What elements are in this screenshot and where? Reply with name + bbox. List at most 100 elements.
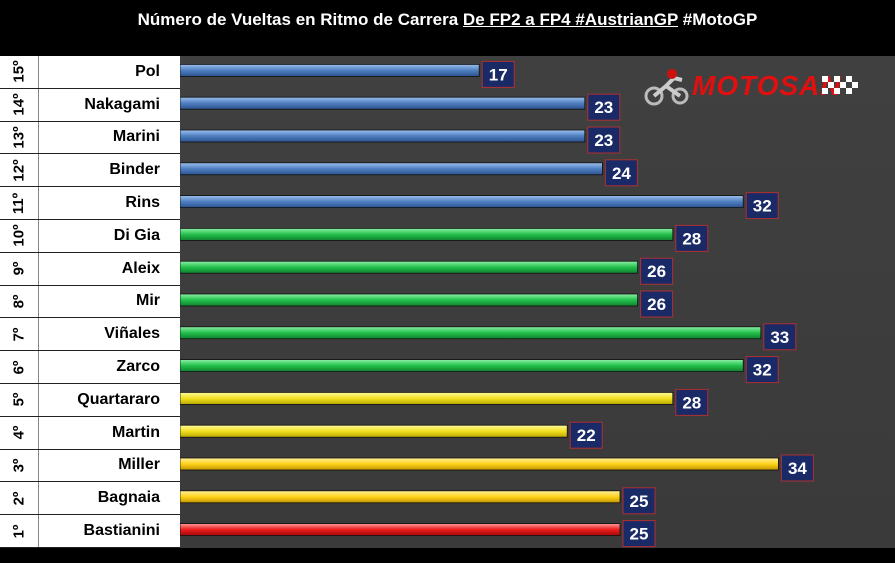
value-label: 34	[788, 459, 807, 478]
position-text: 6º	[10, 360, 28, 374]
motorcycle-rider-icon	[644, 69, 689, 106]
position-text: 3º	[10, 458, 28, 473]
value-label: 32	[753, 361, 772, 380]
bar	[179, 523, 621, 537]
value-label: 28	[682, 229, 701, 248]
value-label-box	[622, 487, 656, 515]
bar	[179, 293, 639, 307]
value-label-box	[604, 159, 638, 187]
bar-chart: 17 23 23 24 32 28 26 26 33 32 28 22 34 25 25	[179, 60, 814, 548]
rider-name: Miller	[118, 456, 160, 474]
rider-row: 9º Aleix	[0, 252, 180, 286]
value-label: 28	[682, 393, 701, 412]
rider-name: Mir	[136, 292, 160, 310]
rider-name: Marini	[112, 128, 160, 146]
bar	[179, 424, 568, 438]
value-label: 32	[753, 197, 772, 216]
position-text: 4º	[10, 425, 28, 440]
bar	[179, 162, 603, 176]
rider-labels: 15º Pol 14º Nakagami 13º Marini 12º Binder 11º Ri…	[0, 56, 180, 548]
value-label-box	[763, 323, 797, 351]
motosan-logo: MOTOSAN	[644, 66, 864, 106]
position-label: 9º	[0, 252, 39, 285]
bar	[179, 490, 621, 504]
value-label-box	[569, 421, 603, 449]
rider-row: 2º Bagnaia	[0, 482, 180, 516]
bar	[179, 359, 744, 373]
checkered-flag-icon	[822, 76, 858, 94]
logo-text: MOTOSAN	[692, 70, 842, 101]
position-text: 9º	[10, 261, 28, 276]
title-underlined: De FP2 a FP4 #AustrianGP	[462, 10, 679, 29]
rider-name: Viñales	[104, 325, 160, 343]
rider-row: 12º Binder	[0, 154, 180, 188]
rider-name: Aleix	[121, 259, 160, 277]
rider-name: Zarco	[116, 358, 160, 376]
position-text: 8º	[10, 294, 28, 309]
rider-name: Pol	[135, 62, 160, 80]
value-label: 33	[770, 328, 789, 347]
rider-name: Bastianini	[83, 522, 160, 540]
value-label: 22	[577, 426, 596, 445]
rider-row: 14º Nakagami	[0, 88, 180, 122]
position-label: 5º	[0, 384, 39, 416]
position-text: 10º	[10, 224, 28, 247]
position-text: 2º	[10, 491, 28, 506]
bar	[179, 195, 744, 209]
position-label: 7º	[0, 318, 39, 351]
position-text: 11º	[10, 192, 28, 214]
value-label-box	[587, 126, 621, 154]
bar	[179, 391, 674, 405]
rider-row: 8º Mir	[0, 285, 180, 319]
rider-row: 15º Pol	[0, 56, 180, 89]
value-label: 26	[647, 262, 666, 281]
rider-row: 4º Martin	[0, 416, 180, 450]
value-label-box	[745, 192, 779, 220]
bar	[179, 326, 762, 340]
title-prefix: Número de Vueltas en Ritmo de Carrera	[137, 10, 463, 29]
position-text: 7º	[10, 327, 28, 342]
title-suffix: #MotoGP	[678, 10, 758, 29]
rider-name: Rins	[125, 194, 160, 212]
position-label: 8º	[0, 285, 39, 318]
position-label: 15º	[0, 56, 39, 88]
position-text: 1º	[10, 524, 28, 538]
rider-row: 3º Miller	[0, 449, 180, 483]
value-label: 25	[630, 492, 649, 511]
position-text: 15º	[10, 60, 28, 83]
value-label: 17	[489, 65, 508, 84]
position-label: 2º	[0, 482, 39, 515]
value-label-box	[622, 520, 656, 548]
value-label-box	[675, 224, 709, 252]
rider-name: Di Gia	[113, 226, 160, 244]
rider-row: 10º Di Gia	[0, 220, 180, 253]
value-label-box	[587, 93, 621, 121]
value-label-box	[481, 60, 515, 88]
position-label: 1º	[0, 515, 39, 547]
rider-row: 7º Viñales	[0, 318, 180, 352]
position-label: 11º	[0, 187, 39, 219]
rider-row: 1º Bastianini	[0, 515, 180, 548]
position-label: 3º	[0, 449, 39, 482]
value-label: 23	[594, 98, 613, 117]
position-label: 12º	[0, 154, 39, 187]
rider-name: Bagnaia	[97, 489, 160, 507]
value-label-box	[675, 388, 709, 416]
position-label: 6º	[0, 351, 39, 383]
position-text: 12º	[10, 159, 28, 182]
bar	[179, 260, 639, 274]
rider-name: Quartararo	[77, 390, 160, 408]
bar	[179, 129, 586, 143]
position-label: 14º	[0, 88, 39, 121]
value-label-box	[640, 257, 674, 285]
position-text: 5º	[10, 392, 28, 407]
position-label: 10º	[0, 220, 39, 252]
value-label-box	[745, 356, 779, 384]
bar	[179, 96, 586, 110]
bar	[179, 63, 480, 77]
position-label: 4º	[0, 416, 39, 449]
position-text: 13º	[10, 126, 28, 149]
bar	[179, 457, 779, 471]
rider-row: 5º Quartararo	[0, 384, 180, 417]
rider-name: Binder	[109, 161, 160, 179]
